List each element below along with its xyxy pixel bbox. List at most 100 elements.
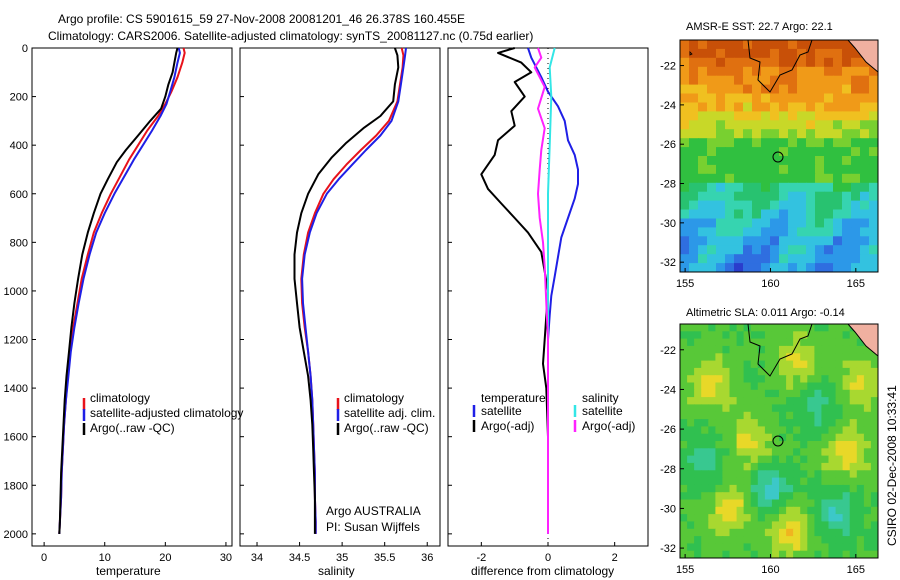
sst-cell	[842, 263, 852, 272]
sst-cell	[680, 156, 690, 166]
sla-cell	[828, 462, 837, 471]
sla-cell	[715, 528, 724, 537]
sst-cell	[698, 40, 708, 50]
sst-cell	[806, 209, 816, 219]
sla-cell	[835, 324, 844, 332]
sst-cell	[842, 209, 852, 219]
sst-cell	[707, 245, 717, 255]
sla-cell	[736, 506, 745, 515]
sla-cell	[807, 514, 815, 522]
sla-cell	[701, 455, 709, 464]
sst-cell	[734, 191, 744, 202]
sst-cell	[770, 147, 780, 157]
legend-sat-adj-clim: satellite adj. clim.	[344, 406, 435, 420]
sst-cell	[851, 93, 861, 103]
sla-cell	[849, 499, 858, 508]
sla-cell	[821, 455, 830, 464]
sst-cell	[788, 218, 798, 228]
sla-cell	[715, 404, 724, 413]
sla-cell	[863, 441, 872, 449]
sst-cell	[707, 218, 717, 228]
sla-cell	[694, 477, 702, 486]
sla-cell	[863, 426, 872, 435]
sla-cell	[842, 397, 851, 405]
lon-tick-label: 155	[676, 278, 694, 290]
sst-cell	[788, 120, 798, 130]
sla-cell	[793, 506, 801, 515]
sla-cell	[694, 411, 702, 420]
sla-cell	[764, 506, 773, 515]
sst-cell	[833, 102, 843, 112]
sla-cell	[722, 543, 731, 552]
sla-cell	[856, 375, 865, 384]
sla-cell	[870, 462, 878, 471]
sla-cell	[870, 411, 878, 420]
sst-cell	[806, 147, 816, 157]
sst-cell	[743, 263, 753, 272]
sst-cell	[851, 75, 861, 86]
sst-cell	[725, 93, 735, 103]
lat-tick-label: -26	[660, 424, 676, 436]
sla-cell	[694, 397, 702, 405]
x-tick-label: 10	[99, 552, 111, 564]
sla-cell	[722, 353, 731, 362]
sla-cell	[821, 484, 830, 493]
depth-tick-label: 1600	[4, 432, 28, 444]
sla-cell	[708, 324, 716, 332]
sst-cell	[842, 75, 852, 86]
sla-cell	[729, 360, 738, 369]
sla-cell	[715, 441, 724, 449]
sst-cell	[779, 40, 789, 50]
sst-cell	[851, 84, 861, 95]
sst-cell	[833, 227, 843, 237]
sst-cell	[842, 84, 852, 95]
sla-cell	[687, 462, 695, 471]
sla-cell	[722, 367, 731, 376]
sla-cell	[856, 382, 865, 391]
sla-cell	[680, 375, 688, 384]
sst-cell	[761, 227, 771, 237]
sla-cell	[771, 499, 780, 508]
sst-cell	[698, 156, 708, 166]
sla-cell	[750, 397, 759, 405]
sst-cell	[797, 173, 807, 184]
sst-cell	[716, 191, 726, 202]
sla-map-panel: Altimetric SLA: 0.011 Argo: -0.14 155 160…	[660, 307, 879, 576]
sla-cell	[701, 543, 709, 552]
sst-cell	[869, 173, 878, 184]
sla-cell	[694, 499, 702, 508]
sst-cell	[833, 218, 843, 228]
sla-cell	[800, 426, 808, 435]
legend-temp-argo-adj: Argo(-adj)	[481, 419, 534, 433]
sla-cell	[722, 419, 731, 427]
sla-cell	[863, 433, 872, 442]
sla-cell	[828, 389, 837, 398]
sla-cell	[743, 353, 752, 362]
sla-cell	[743, 506, 752, 515]
sla-cell	[821, 353, 830, 362]
sla-cell	[743, 543, 752, 552]
sla-cell	[757, 521, 766, 530]
sst-cell	[752, 254, 762, 264]
sla-cell	[821, 521, 830, 530]
sla-cell	[786, 331, 794, 340]
sla-cell	[814, 470, 823, 479]
sst-cell	[779, 173, 789, 184]
sla-cell	[807, 375, 815, 384]
sla-cell	[715, 536, 724, 544]
sst-cell	[716, 66, 726, 77]
sst-cell	[698, 57, 708, 68]
sst-cell	[806, 236, 816, 246]
sla-cell	[715, 411, 724, 420]
sla-cell	[743, 441, 752, 449]
sst-cell	[806, 191, 816, 202]
sla-cell	[750, 521, 759, 530]
sla-cell	[849, 345, 858, 354]
sst-cell	[806, 200, 816, 211]
sst-cell	[797, 156, 807, 166]
sla-cell	[786, 360, 794, 369]
sla-cell	[729, 426, 738, 435]
sla-cell	[870, 426, 878, 435]
sla-cell	[680, 484, 688, 493]
credit-line-1: Argo AUSTRALIA	[326, 504, 421, 518]
